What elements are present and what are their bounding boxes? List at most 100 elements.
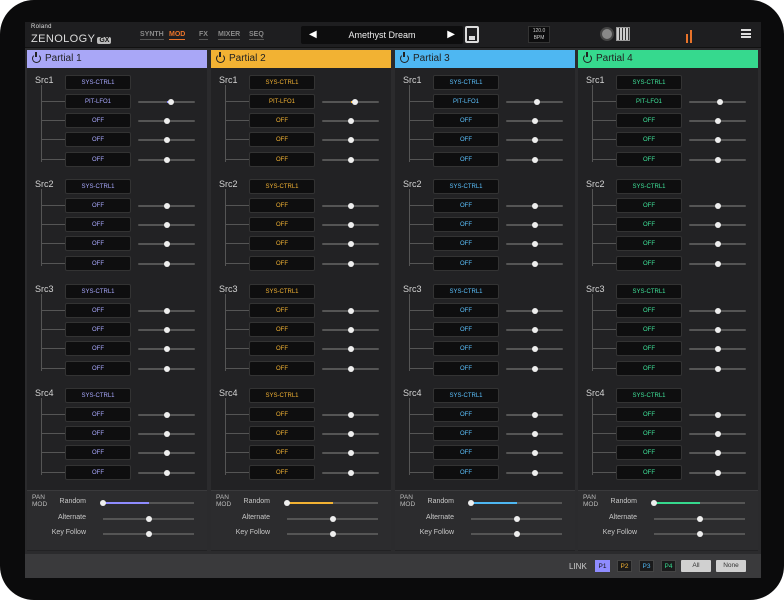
slider-thumb[interactable] [163, 431, 170, 437]
pan-mod-key-follow-slider[interactable] [654, 531, 745, 537]
slider-thumb[interactable] [163, 203, 170, 209]
destination-select[interactable]: OFF [65, 256, 131, 271]
source-select[interactable]: SYS-CTRL1 [433, 388, 499, 403]
destination-select[interactable]: OFF [249, 445, 315, 460]
slider-thumb[interactable] [531, 470, 538, 476]
power-icon[interactable] [400, 52, 409, 63]
slider-thumb[interactable] [696, 516, 703, 522]
patch-name[interactable]: Amethyst Dream [348, 30, 416, 40]
destination-select[interactable]: PIT-LFO1 [65, 94, 131, 109]
next-arrow-icon[interactable]: ▶ [447, 29, 455, 40]
knob-view-icon[interactable] [600, 27, 614, 41]
slider-thumb[interactable] [714, 412, 721, 418]
source-select[interactable]: SYS-CTRL1 [616, 284, 682, 299]
link-none-button[interactable]: None [716, 560, 746, 572]
menu-icon[interactable] [741, 29, 751, 38]
pan-mod-key-follow-slider[interactable] [103, 531, 194, 537]
destination-select[interactable]: OFF [65, 217, 131, 232]
slider-thumb[interactable] [531, 261, 538, 267]
depth-slider[interactable] [322, 137, 379, 143]
tab-mixer[interactable]: MIXER [218, 31, 241, 40]
slider-thumb[interactable] [714, 222, 721, 228]
destination-select[interactable]: OFF [433, 407, 499, 422]
depth-slider[interactable] [506, 450, 563, 456]
depth-slider[interactable] [138, 137, 195, 143]
pan-mod-random-slider[interactable] [100, 500, 194, 506]
destination-select[interactable]: OFF [616, 445, 682, 460]
link-all-button[interactable]: All [681, 560, 711, 572]
depth-slider[interactable] [322, 261, 379, 267]
depth-slider[interactable] [506, 327, 563, 333]
source-select[interactable]: SYS-CTRL1 [616, 75, 682, 90]
depth-slider[interactable] [506, 118, 563, 124]
link-p2-button[interactable]: P2 [617, 560, 632, 572]
destination-select[interactable]: OFF [433, 256, 499, 271]
destination-select[interactable]: OFF [65, 322, 131, 337]
depth-slider[interactable] [322, 118, 379, 124]
slider-thumb[interactable] [714, 470, 721, 476]
pan-mod-alternate-slider[interactable] [471, 516, 562, 522]
slider-thumb[interactable] [714, 203, 721, 209]
depth-slider[interactable] [506, 137, 563, 143]
slider-thumb[interactable] [100, 500, 106, 506]
slider-thumb[interactable] [714, 137, 721, 143]
depth-slider[interactable] [689, 366, 746, 372]
depth-slider[interactable] [506, 431, 563, 437]
destination-select[interactable]: OFF [249, 113, 315, 128]
destination-select[interactable]: OFF [249, 322, 315, 337]
destination-select[interactable]: OFF [65, 198, 131, 213]
destination-select[interactable]: OFF [249, 132, 315, 147]
destination-select[interactable]: OFF [433, 426, 499, 441]
destination-select[interactable]: OFF [616, 113, 682, 128]
destination-select[interactable]: OFF [249, 256, 315, 271]
destination-select[interactable]: OFF [433, 303, 499, 318]
source-select[interactable]: SYS-CTRL1 [65, 284, 131, 299]
destination-select[interactable]: OFF [249, 465, 315, 480]
tab-seq[interactable]: SEQ [249, 31, 264, 40]
pan-mod-alternate-slider[interactable] [654, 516, 745, 522]
destination-select[interactable]: OFF [249, 303, 315, 318]
slider-thumb[interactable] [163, 412, 170, 418]
slider-thumb[interactable] [163, 450, 170, 456]
tab-mod[interactable]: MOD [169, 31, 186, 40]
destination-select[interactable]: OFF [433, 217, 499, 232]
slider-thumb[interactable] [714, 346, 721, 352]
destination-select[interactable]: OFF [65, 361, 131, 376]
slider-thumb[interactable] [531, 327, 538, 333]
depth-slider[interactable] [506, 222, 563, 228]
slider-thumb[interactable] [347, 327, 354, 333]
depth-slider[interactable] [138, 346, 195, 352]
pan-mod-random-slider[interactable] [468, 500, 562, 506]
destination-select[interactable]: OFF [433, 465, 499, 480]
pan-mod-alternate-slider[interactable] [103, 516, 194, 522]
slider-thumb[interactable] [163, 470, 170, 476]
tempo-display[interactable]: 120.0 BPM [528, 26, 550, 43]
depth-slider[interactable] [322, 241, 379, 247]
depth-slider[interactable] [689, 118, 746, 124]
pan-mod-key-follow-slider[interactable] [287, 531, 378, 537]
depth-slider[interactable] [689, 203, 746, 209]
partial-4-header[interactable]: Partial 4 [578, 50, 758, 68]
slider-thumb[interactable] [145, 531, 152, 537]
depth-slider[interactable] [506, 412, 563, 418]
destination-select[interactable]: OFF [433, 341, 499, 356]
slider-thumb[interactable] [347, 470, 354, 476]
depth-slider[interactable] [138, 412, 195, 418]
destination-select[interactable]: OFF [616, 198, 682, 213]
source-select[interactable]: SYS-CTRL1 [616, 388, 682, 403]
destination-select[interactable]: OFF [249, 361, 315, 376]
destination-select[interactable]: OFF [433, 236, 499, 251]
slider-thumb[interactable] [163, 261, 170, 267]
depth-slider[interactable] [138, 450, 195, 456]
depth-slider[interactable] [689, 346, 746, 352]
slider-thumb[interactable] [714, 118, 721, 124]
slider-thumb[interactable] [163, 366, 170, 372]
depth-slider[interactable] [322, 431, 379, 437]
slider-thumb[interactable] [329, 531, 336, 537]
destination-select[interactable]: OFF [616, 256, 682, 271]
destination-select[interactable]: OFF [616, 322, 682, 337]
source-select[interactable]: SYS-CTRL1 [249, 388, 315, 403]
destination-select[interactable]: OFF [65, 132, 131, 147]
slider-thumb[interactable] [696, 531, 703, 537]
depth-slider[interactable] [689, 157, 746, 163]
